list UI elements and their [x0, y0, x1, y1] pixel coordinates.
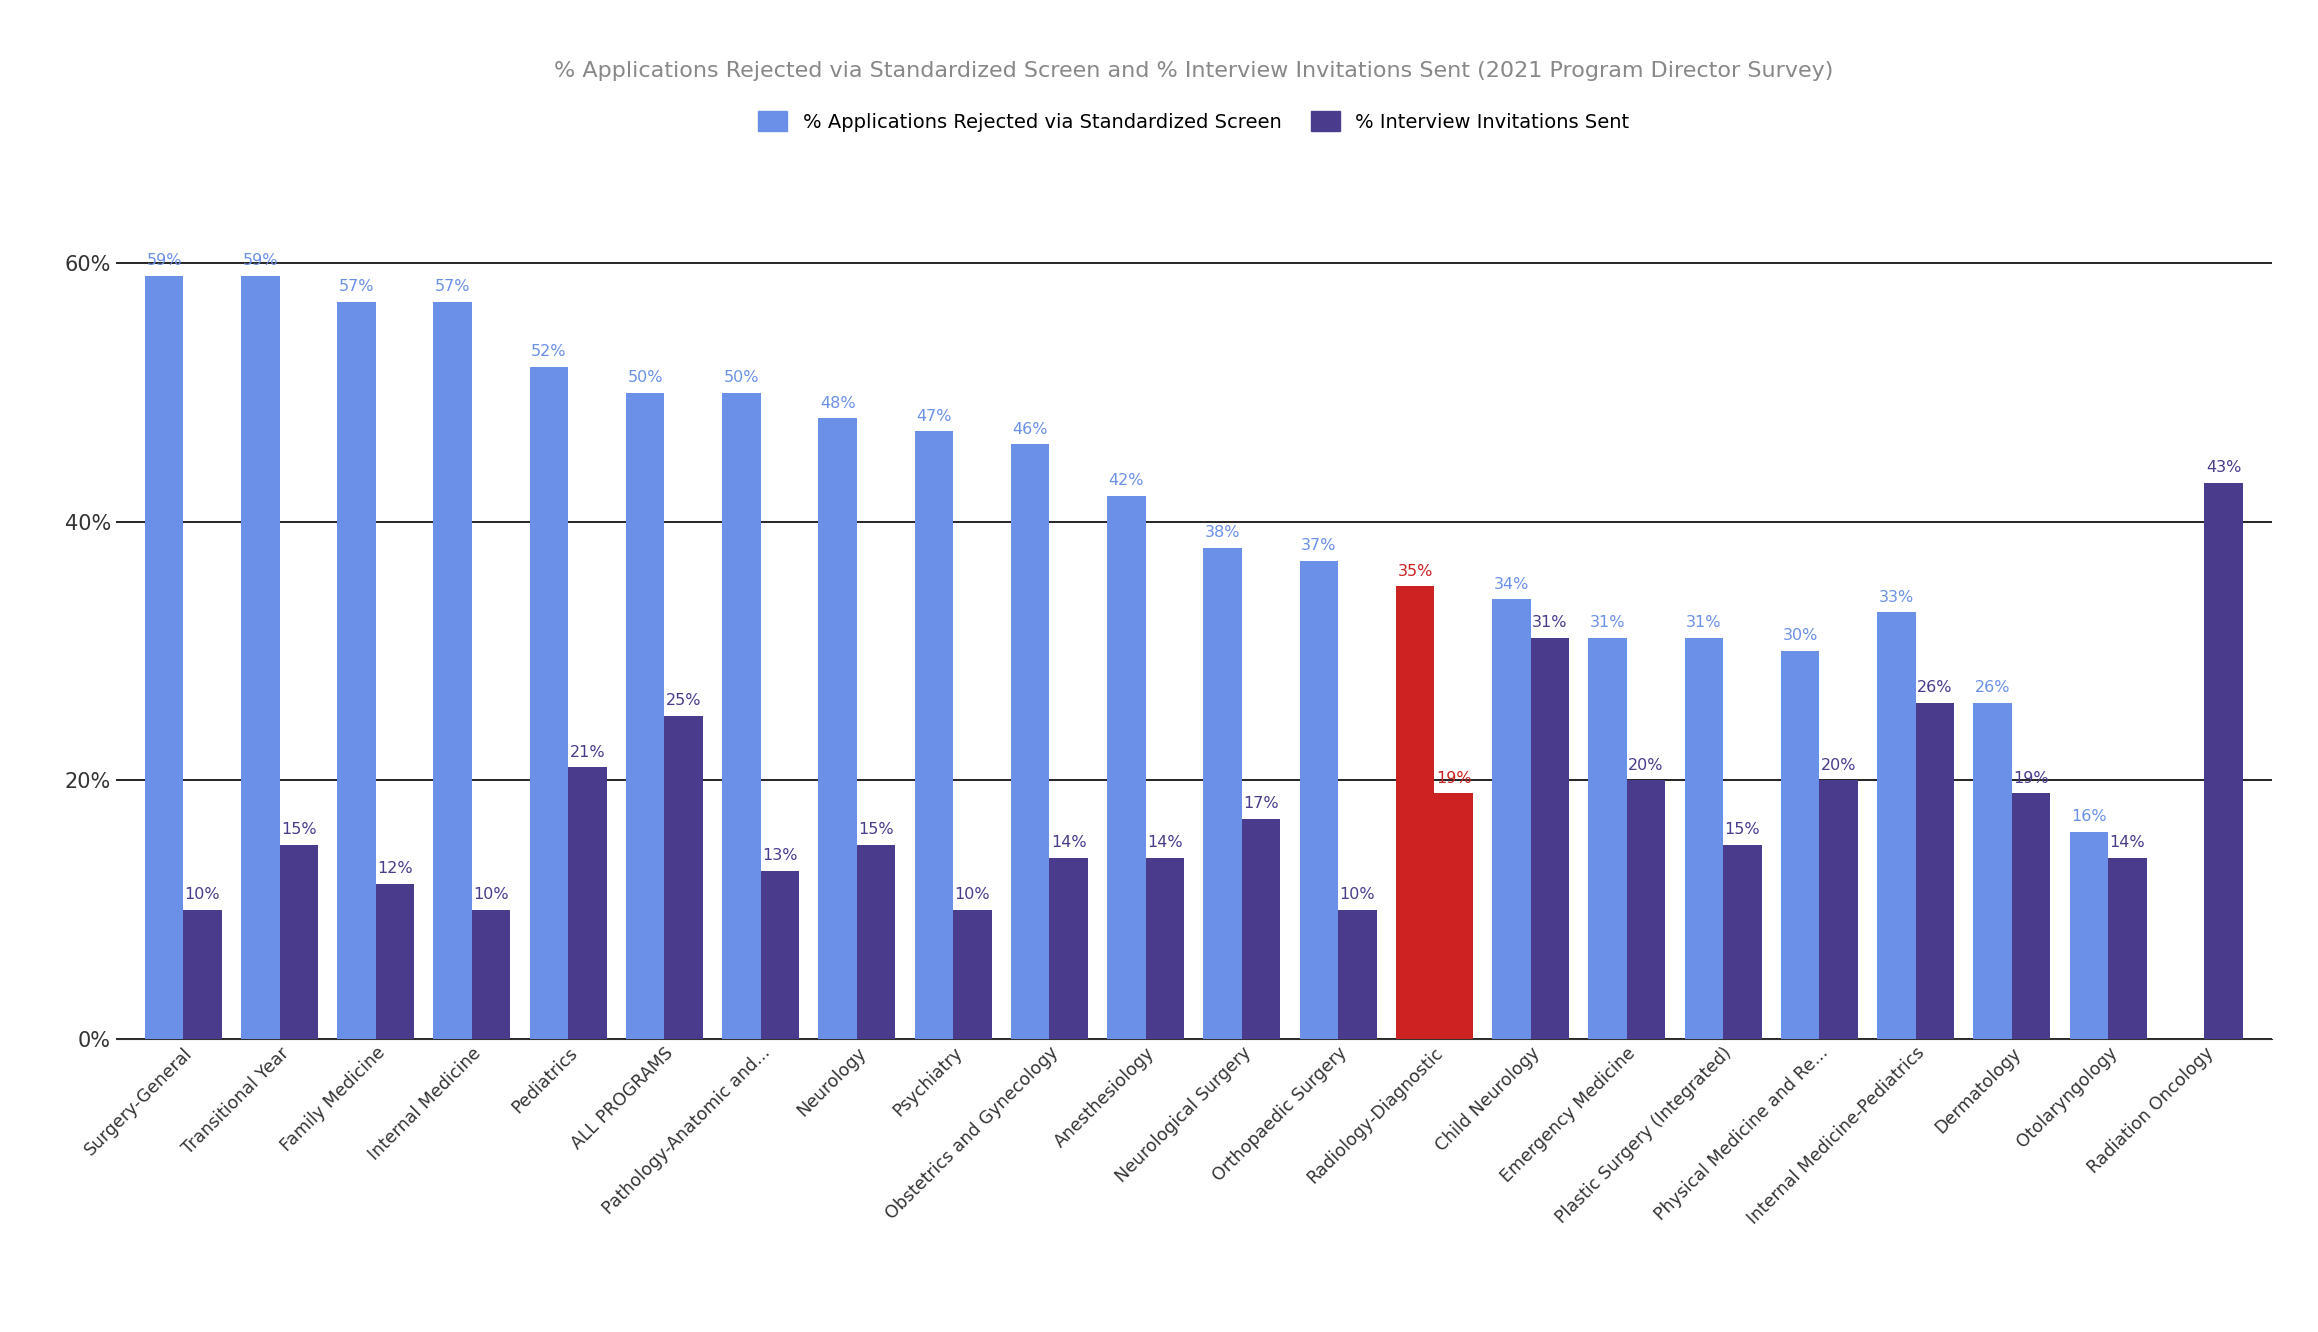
- Bar: [1050, 858, 1087, 1039]
- Bar: [1337, 910, 1377, 1039]
- Text: 31%: 31%: [1590, 615, 1625, 630]
- Bar: [1685, 638, 1722, 1039]
- Text: 14%: 14%: [1050, 835, 1087, 850]
- Bar: [1300, 561, 1337, 1039]
- Text: 50%: 50%: [628, 370, 663, 385]
- Bar: [1973, 703, 2012, 1039]
- Bar: [1011, 445, 1050, 1039]
- Text: 31%: 31%: [1685, 615, 1722, 630]
- Bar: [568, 767, 607, 1039]
- Text: 13%: 13%: [763, 848, 797, 863]
- Text: 47%: 47%: [916, 409, 953, 424]
- Bar: [1530, 638, 1569, 1039]
- Text: 59%: 59%: [243, 253, 278, 269]
- Text: 15%: 15%: [858, 822, 895, 838]
- Bar: [1627, 781, 1664, 1039]
- Text: 10%: 10%: [955, 887, 990, 902]
- Bar: [531, 366, 568, 1039]
- Bar: [433, 302, 473, 1039]
- Text: 50%: 50%: [723, 370, 760, 385]
- Text: 59%: 59%: [146, 253, 181, 269]
- Text: 19%: 19%: [2014, 771, 2049, 786]
- Text: 57%: 57%: [338, 280, 373, 294]
- Bar: [1722, 844, 1762, 1039]
- Text: 30%: 30%: [1783, 629, 1817, 643]
- Text: 16%: 16%: [2070, 810, 2107, 825]
- Bar: [376, 884, 415, 1039]
- Text: 48%: 48%: [821, 396, 855, 410]
- Bar: [280, 844, 318, 1039]
- Text: 14%: 14%: [2109, 835, 2144, 850]
- Text: 10%: 10%: [185, 887, 220, 902]
- Bar: [241, 276, 280, 1039]
- Text: 26%: 26%: [1975, 681, 2010, 695]
- Text: 19%: 19%: [1435, 771, 1472, 786]
- Bar: [665, 715, 702, 1039]
- Text: 52%: 52%: [531, 344, 566, 358]
- Bar: [916, 432, 953, 1039]
- Bar: [626, 393, 665, 1039]
- Bar: [2107, 858, 2146, 1039]
- Bar: [183, 910, 223, 1039]
- Bar: [1878, 613, 1915, 1039]
- Text: 38%: 38%: [1205, 525, 1240, 539]
- Text: 31%: 31%: [1532, 615, 1567, 630]
- Legend: % Applications Rejected via Standardized Screen, % Interview Invitations Sent: % Applications Rejected via Standardized…: [751, 104, 1637, 140]
- Bar: [473, 910, 510, 1039]
- Bar: [1395, 586, 1435, 1039]
- Text: 35%: 35%: [1398, 563, 1433, 578]
- Bar: [1588, 638, 1627, 1039]
- Text: 43%: 43%: [2207, 461, 2242, 476]
- Bar: [953, 910, 992, 1039]
- Bar: [2012, 794, 2051, 1039]
- Text: 21%: 21%: [570, 745, 605, 759]
- Text: 15%: 15%: [1725, 822, 1759, 838]
- Bar: [1108, 496, 1145, 1039]
- Bar: [1820, 781, 1857, 1039]
- Text: 57%: 57%: [436, 280, 471, 294]
- Bar: [336, 302, 376, 1039]
- Bar: [1435, 794, 1472, 1039]
- Text: 37%: 37%: [1300, 538, 1337, 553]
- Bar: [1915, 703, 1954, 1039]
- Text: 34%: 34%: [1493, 577, 1530, 591]
- Text: 46%: 46%: [1013, 421, 1048, 437]
- Text: 12%: 12%: [378, 860, 413, 876]
- Bar: [2204, 484, 2244, 1039]
- Bar: [2070, 832, 2107, 1039]
- Text: 20%: 20%: [1822, 758, 1857, 773]
- Text: 10%: 10%: [473, 887, 510, 902]
- Bar: [1145, 858, 1184, 1039]
- Text: 42%: 42%: [1108, 473, 1145, 489]
- Text: 17%: 17%: [1242, 797, 1280, 811]
- Bar: [818, 418, 858, 1039]
- Text: 20%: 20%: [1627, 758, 1664, 773]
- Bar: [1203, 547, 1242, 1039]
- Text: 26%: 26%: [1917, 681, 1952, 695]
- Text: 25%: 25%: [665, 693, 702, 709]
- Bar: [144, 276, 183, 1039]
- Bar: [760, 871, 800, 1039]
- Text: 14%: 14%: [1147, 835, 1182, 850]
- Bar: [858, 844, 895, 1039]
- Bar: [1242, 819, 1280, 1039]
- Text: 33%: 33%: [1878, 590, 1915, 605]
- Bar: [1780, 651, 1820, 1039]
- Bar: [1493, 599, 1530, 1039]
- Title: % Applications Rejected via Standardized Screen and % Interview Invitations Sent: % Applications Rejected via Standardized…: [554, 60, 1834, 80]
- Text: 15%: 15%: [280, 822, 318, 838]
- Bar: [723, 393, 760, 1039]
- Text: 10%: 10%: [1340, 887, 1375, 902]
